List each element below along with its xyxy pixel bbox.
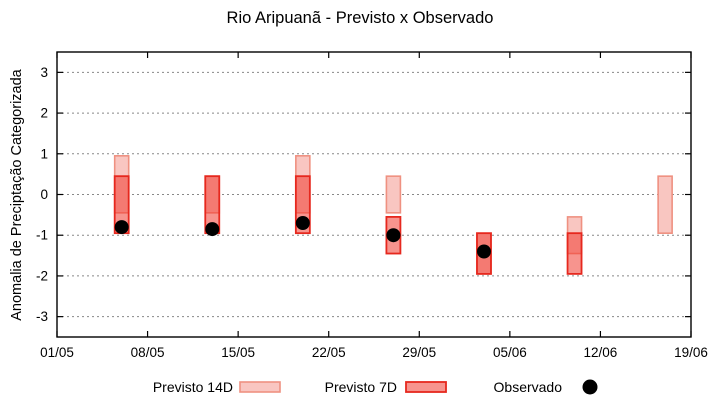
observado-point <box>114 220 129 235</box>
x-tick-label: 05/06 <box>493 345 527 360</box>
observado-point <box>476 244 491 259</box>
y-tick-label: 0 <box>40 187 48 202</box>
legend-swatch-previsto14 <box>239 381 281 393</box>
x-tick-label: 29/05 <box>402 345 436 360</box>
observado-point <box>295 216 310 230</box>
x-tick-label: 01/05 <box>40 345 74 360</box>
y-tick-label: 1 <box>40 146 48 161</box>
bar-previsto-14d <box>385 175 402 214</box>
x-tick-label: 22/05 <box>312 345 346 360</box>
plot-border <box>56 51 692 338</box>
legend-swatch-observado <box>582 379 598 395</box>
y-tick-label: 3 <box>40 65 48 80</box>
y-tick-label: -1 <box>36 228 48 243</box>
chart-title: Rio Aripuanã - Previsto x Observado <box>226 9 494 27</box>
observado-point <box>386 228 401 243</box>
bar-previsto-14d <box>657 175 673 234</box>
x-tick-label: 12/06 <box>584 345 618 360</box>
legend-label-previsto14: Previsto 14D <box>153 379 233 395</box>
bar-previsto-7d <box>566 232 583 275</box>
observado-point <box>205 222 220 237</box>
legend-label-previsto7: Previsto 7D <box>325 379 397 395</box>
legend-label-observado: Observado <box>494 379 563 395</box>
y-tick-label: -2 <box>36 268 48 283</box>
legend-swatch-previsto7 <box>405 381 447 393</box>
y-tick-label: 2 <box>40 106 48 121</box>
y-tick-label: -3 <box>36 309 48 324</box>
x-tick-label: 08/05 <box>131 345 165 360</box>
x-tick-label: 19/06 <box>674 345 708 360</box>
x-tick-label: 15/05 <box>221 345 255 360</box>
